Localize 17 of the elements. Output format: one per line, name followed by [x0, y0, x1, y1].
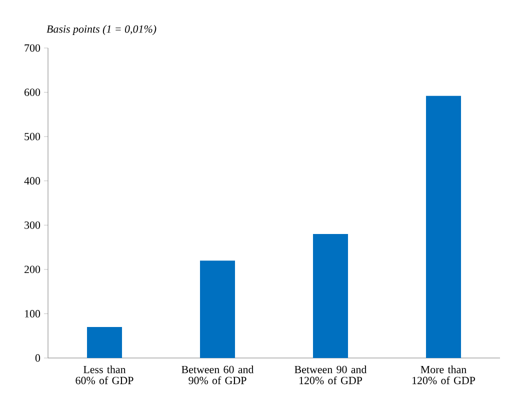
x-tick-label: Between 60 and 90% of GDP [182, 366, 254, 384]
y-tick-label: 700 [24, 44, 40, 52]
y-tick-label: 500 [24, 132, 40, 140]
x-tick-label: Less than 60% of GDP [76, 366, 134, 384]
bar [87, 327, 122, 358]
y-axis-title: Basis points (1 = 0,01%) [46, 25, 156, 35]
bar [426, 96, 462, 358]
x-tick-label: Between 90 and 120% of GDP [294, 366, 367, 384]
y-tick-label: 400 [24, 177, 40, 185]
y-tick-label: 600 [24, 88, 40, 96]
y-tick-label: 100 [25, 310, 40, 318]
bar [313, 234, 348, 358]
x-tick-label: More than 120% of GDP [412, 366, 476, 384]
y-tick-label: 0 [35, 354, 40, 362]
bar [200, 260, 235, 358]
y-tick-label: 200 [24, 266, 40, 274]
y-tick-label: 300 [24, 221, 40, 229]
